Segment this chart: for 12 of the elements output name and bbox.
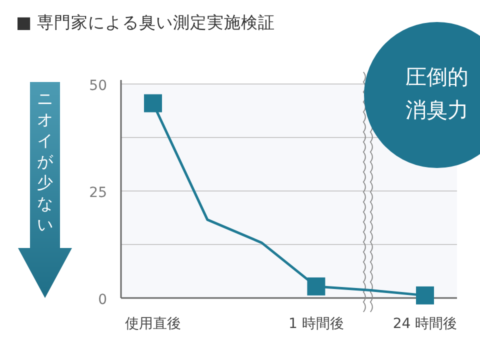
- point: [416, 286, 434, 304]
- point: [144, 94, 162, 112]
- y-tick-label: 0: [98, 292, 107, 308]
- text: ニオイが少ない: [37, 89, 54, 234]
- y-tick-label: 50: [89, 78, 107, 94]
- annotation: 圧倒的消臭力: [406, 65, 468, 122]
- point: [307, 277, 326, 296]
- x-tick-label: 使用直後: [125, 316, 181, 332]
- y-tick-label: 25: [89, 185, 107, 201]
- x-tick-label: 24 時間後: [392, 316, 458, 332]
- x-tick-label: 1 時間後: [288, 316, 344, 332]
- chart-title: ■ 専門家による臭い測定実施検証: [16, 13, 275, 32]
